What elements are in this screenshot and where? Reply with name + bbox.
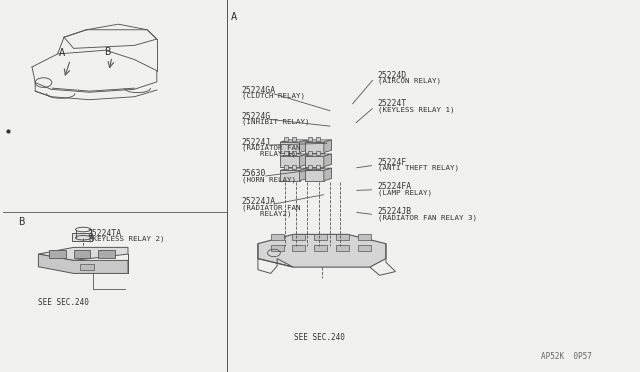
Text: SEE SEC.240: SEE SEC.240 (294, 333, 345, 342)
Polygon shape (258, 234, 386, 267)
Bar (271, 245, 284, 251)
Text: 25224J: 25224J (242, 138, 271, 147)
Text: RELAY 1): RELAY 1) (242, 151, 296, 157)
Bar (358, 245, 371, 251)
Polygon shape (324, 140, 332, 153)
Bar (280, 142, 300, 153)
Bar (74, 250, 90, 258)
Polygon shape (300, 140, 307, 153)
Text: (KEYLESS RELAY 2): (KEYLESS RELAY 2) (88, 236, 164, 243)
Text: 25224T: 25224T (378, 99, 407, 108)
Polygon shape (324, 168, 332, 181)
Polygon shape (38, 254, 128, 273)
Text: 25224G: 25224G (242, 112, 271, 121)
Bar (308, 151, 312, 155)
Bar (358, 234, 371, 240)
Polygon shape (38, 247, 128, 260)
Text: (RADIATOR FAN: (RADIATOR FAN (242, 145, 300, 151)
Text: 25224FA: 25224FA (378, 182, 412, 191)
Text: (AIRCON RELAY): (AIRCON RELAY) (378, 78, 440, 84)
Bar (98, 250, 115, 258)
Bar (292, 234, 305, 240)
Bar (316, 165, 320, 169)
Polygon shape (280, 168, 307, 170)
Text: (RADIATOR FAN RELAY 3): (RADIATOR FAN RELAY 3) (378, 214, 477, 221)
Text: A: A (230, 12, 237, 22)
Bar (314, 245, 327, 251)
Bar (284, 165, 288, 169)
Bar (271, 234, 284, 240)
Bar (305, 142, 324, 153)
Text: 25224GA: 25224GA (242, 86, 276, 94)
Polygon shape (300, 154, 307, 167)
Text: 25224JA: 25224JA (242, 197, 276, 206)
Text: RELAY2): RELAY2) (242, 210, 291, 217)
Text: AP52K  0P57: AP52K 0P57 (541, 352, 591, 361)
Bar (80, 264, 94, 270)
Text: 25224TA: 25224TA (88, 230, 122, 238)
Text: (INHIBIT RELAY): (INHIBIT RELAY) (242, 119, 309, 125)
Text: 25224F: 25224F (378, 158, 407, 167)
Polygon shape (324, 154, 332, 167)
Text: B: B (104, 47, 111, 57)
Text: B: B (18, 218, 24, 227)
Bar (72, 233, 92, 241)
Bar (308, 137, 312, 141)
Text: (KEYLESS RELAY 1): (KEYLESS RELAY 1) (378, 106, 454, 113)
Bar (308, 165, 312, 169)
Bar (305, 170, 324, 181)
Polygon shape (305, 168, 332, 170)
Bar (284, 151, 288, 155)
Bar (316, 137, 320, 141)
Bar (49, 250, 66, 258)
Bar (336, 234, 349, 240)
Bar (292, 137, 296, 141)
Polygon shape (300, 168, 307, 181)
Text: (HORN RELAY): (HORN RELAY) (242, 176, 296, 183)
Bar (280, 170, 300, 181)
Text: (LAMP RELAY): (LAMP RELAY) (378, 189, 431, 196)
Bar (280, 156, 300, 167)
Polygon shape (280, 140, 307, 142)
Polygon shape (305, 154, 332, 156)
Bar (305, 156, 324, 167)
Bar (292, 151, 296, 155)
Text: (RADIATOR FAN: (RADIATOR FAN (242, 204, 300, 211)
Text: 25224D: 25224D (378, 71, 407, 80)
Text: 25630: 25630 (242, 169, 266, 178)
Text: (ANTI THEFT RELAY): (ANTI THEFT RELAY) (378, 165, 459, 171)
Bar (292, 245, 305, 251)
Bar (284, 137, 288, 141)
Bar (292, 165, 296, 169)
Polygon shape (305, 140, 332, 142)
Polygon shape (280, 154, 307, 156)
Text: (CLUTCH RELAY): (CLUTCH RELAY) (242, 93, 305, 99)
Text: A: A (58, 48, 65, 58)
Bar (336, 245, 349, 251)
Text: SEE SEC.240: SEE SEC.240 (38, 298, 89, 307)
Bar (314, 234, 327, 240)
Bar (316, 151, 320, 155)
Text: 25224JB: 25224JB (378, 207, 412, 216)
